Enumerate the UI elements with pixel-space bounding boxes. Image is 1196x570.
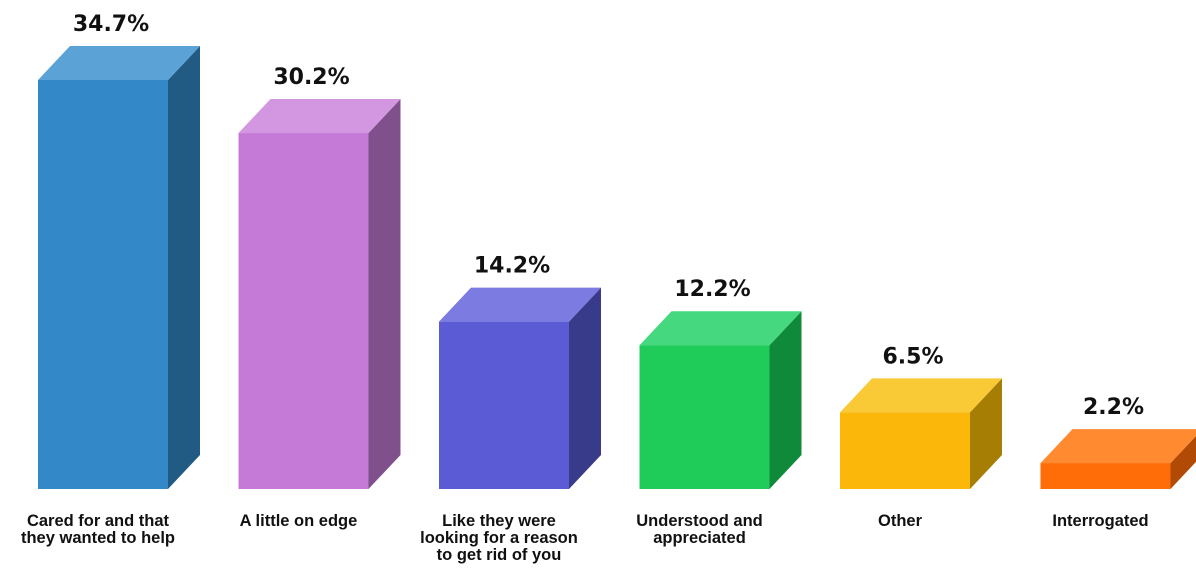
bar	[1040, 463, 1171, 489]
bar-group	[238, 99, 401, 489]
bar	[840, 412, 970, 489]
bar-top-face	[840, 378, 1002, 413]
x-tick-label: Like they were looking for a reason to get…	[420, 512, 578, 564]
bar-side-face	[769, 311, 802, 489]
bar-group	[639, 311, 802, 489]
bar	[238, 133, 369, 489]
x-tick-label: Interrogated	[1052, 512, 1148, 530]
x-tick-label: A little on edge	[240, 512, 358, 530]
bar-top-face	[439, 287, 601, 322]
data-label: 12.2%	[674, 277, 750, 302]
bar-top-face	[38, 46, 200, 80]
bar-group	[38, 46, 200, 489]
data-label: 2.2%	[1083, 395, 1144, 420]
bar-group	[1040, 429, 1196, 489]
x-tick-label: Understood and appreciated	[636, 512, 763, 547]
x-tick-label: Other	[878, 512, 923, 530]
bar-side-face	[168, 46, 200, 489]
bar-side-face	[970, 378, 1002, 489]
bar-group	[840, 378, 1002, 489]
bars-layer	[38, 46, 1196, 489]
x-tick-label: Cared for and that they wanted to help	[21, 512, 175, 547]
category-labels-layer: Cared for and that they wanted to help A l…	[21, 512, 1149, 564]
data-label: 6.5%	[882, 344, 943, 369]
value-labels-layer: 34.7% 30.2% 14.2% 12.2% 6.5% 2.2%	[73, 12, 1144, 420]
bar-side-face	[368, 99, 401, 489]
bar-top-face	[639, 311, 802, 346]
data-label: 30.2%	[273, 65, 349, 90]
bar-side-face	[569, 287, 601, 489]
bar	[38, 80, 168, 489]
bar	[639, 345, 770, 489]
data-label: 34.7%	[73, 12, 149, 37]
bar-top-face	[1040, 429, 1196, 464]
bar-top-face	[238, 99, 401, 134]
bar	[439, 321, 569, 489]
bar-side-face	[1170, 435, 1196, 489]
bar-group	[439, 287, 601, 489]
data-label: 14.2%	[474, 254, 550, 279]
